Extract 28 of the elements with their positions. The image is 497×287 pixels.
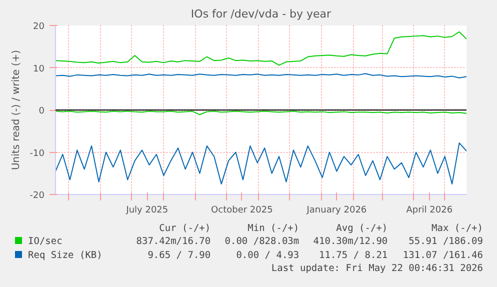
x-tick-label: July 2025 (125, 206, 168, 216)
text: Avg (-/+) (335, 223, 388, 235)
text: 55.91 /186.09 (408, 235, 483, 249)
x-tick-label: April 2026 (406, 206, 453, 216)
legend-label: Req Size (KB) (27, 249, 104, 263)
line-series (56, 142, 466, 184)
legend-label: IO/sec (27, 235, 64, 249)
text: 11.75 / 8.21 (318, 249, 388, 263)
chart-title: IOs for /dev/vda - by year (190, 8, 332, 20)
text: 9.65 / 7.90 (146, 249, 211, 263)
text: Last update: Fri May 22 00:46:31 2026 (270, 263, 483, 275)
text: Min (-/+) (246, 223, 300, 235)
y-tick-label: -20 (30, 191, 45, 201)
text: 131.07 /161.46 (402, 249, 483, 263)
line-series (56, 31, 466, 66)
text: 0.00 /828.03m (224, 235, 300, 249)
x-tick-label: October 2025 (211, 206, 273, 216)
text: 837.42m/16.70 (135, 235, 211, 249)
y-tick-label: 20 (33, 22, 45, 32)
text: Cur (-/+) (158, 223, 211, 235)
text: 0.00 / 4.93 (235, 249, 300, 263)
text: Max (-/+) (430, 223, 483, 235)
y-tick-label: 10 (33, 64, 45, 74)
y-axis-title: Units read (-) / write (+) (10, 50, 22, 170)
text: 410.30m/12.90 (312, 235, 388, 249)
y-tick-label: -10 (30, 148, 45, 159)
y-tick-label: 0 (38, 106, 45, 116)
x-tick-label: January 2026 (306, 206, 367, 216)
